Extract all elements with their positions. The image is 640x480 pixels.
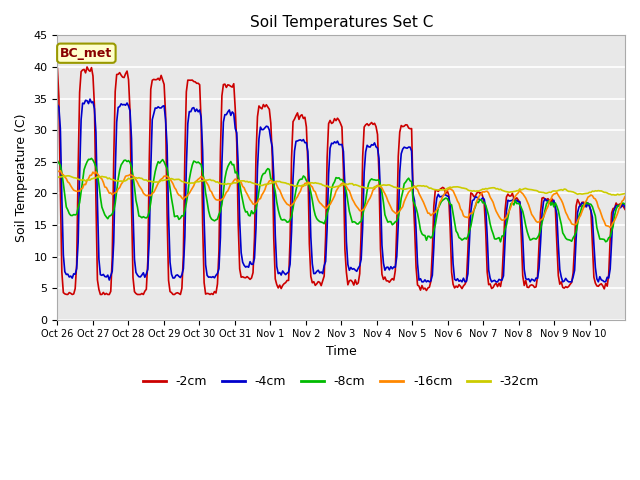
X-axis label: Time: Time bbox=[326, 345, 356, 358]
Y-axis label: Soil Temperature (C): Soil Temperature (C) bbox=[15, 113, 28, 242]
Text: BC_met: BC_met bbox=[60, 47, 113, 60]
Legend: -2cm, -4cm, -8cm, -16cm, -32cm: -2cm, -4cm, -8cm, -16cm, -32cm bbox=[138, 370, 544, 393]
Title: Soil Temperatures Set C: Soil Temperatures Set C bbox=[250, 15, 433, 30]
